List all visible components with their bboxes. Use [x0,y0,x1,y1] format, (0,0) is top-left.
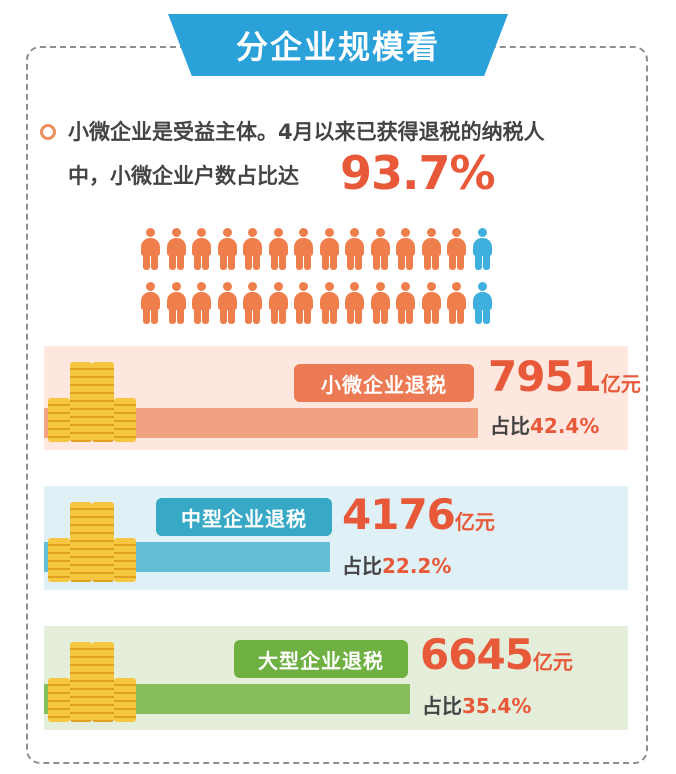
amount-small-enterprise: 7951亿元 [488,352,641,401]
amount-large-enterprise: 6645亿元 [420,630,573,679]
person-icon-highlighted [344,228,364,270]
person-icon-highlighted [370,282,390,324]
intro-text-line2: 中，小微企业户数占比达 [68,164,299,188]
person-icon-highlighted [140,228,160,270]
amount-mid-enterprise: 4176亿元 [342,490,495,539]
coins-icon [48,632,140,724]
person-icon-highlighted [293,228,313,270]
intro-highlight-percent: 93.7% [340,146,496,200]
person-icon-highlighted [319,228,339,270]
person-icon-highlighted [217,228,237,270]
share-large-enterprise: 占比35.4% [422,694,532,718]
person-icon-highlighted [344,282,364,324]
person-icon-highlighted [166,228,186,270]
panel-small-enterprise: 小微企业退税 7951亿元 占比42.4% [44,346,641,450]
person-icon-highlighted [293,282,313,324]
coins-icon [48,352,140,444]
person-icon-highlighted [140,282,160,324]
page-title: 分企业规模看 [235,28,440,66]
person-icon-highlighted [319,282,339,324]
intro-text-line1: 小微企业是受益主体。4月以来已获得退税的纳税人 [68,120,545,144]
person-icon-highlighted [446,228,466,270]
bullet-ring-icon [40,124,56,140]
person-icon [472,282,492,324]
person-icon-highlighted [242,228,262,270]
panel-mid-enterprise: 中型企业退税 4176亿元 占比22.2% [44,486,628,590]
person-icon-highlighted [421,228,441,270]
person-icon-highlighted [395,282,415,324]
person-icon-highlighted [166,282,186,324]
person-icon-highlighted [268,282,288,324]
person-icon [472,228,492,270]
title-banner: 分企业规模看 [168,14,508,76]
person-icon-highlighted [191,228,211,270]
person-icon-highlighted [191,282,211,324]
person-icon-highlighted [217,282,237,324]
share-small-enterprise: 占比42.4% [490,414,600,438]
label-small-enterprise: 小微企业退税 [294,364,474,402]
person-icon-highlighted [395,228,415,270]
coins-icon [48,492,140,584]
person-icon-highlighted [370,228,390,270]
panel-large-enterprise: 大型企业退税 6645亿元 占比35.4% [44,626,628,730]
label-large-enterprise: 大型企业退税 [234,640,408,678]
label-mid-enterprise: 中型企业退税 [156,498,332,536]
person-icon-highlighted [242,282,262,324]
person-icon-highlighted [446,282,466,324]
person-icon-highlighted [421,282,441,324]
person-icon-highlighted [268,228,288,270]
share-mid-enterprise: 占比22.2% [342,554,452,578]
